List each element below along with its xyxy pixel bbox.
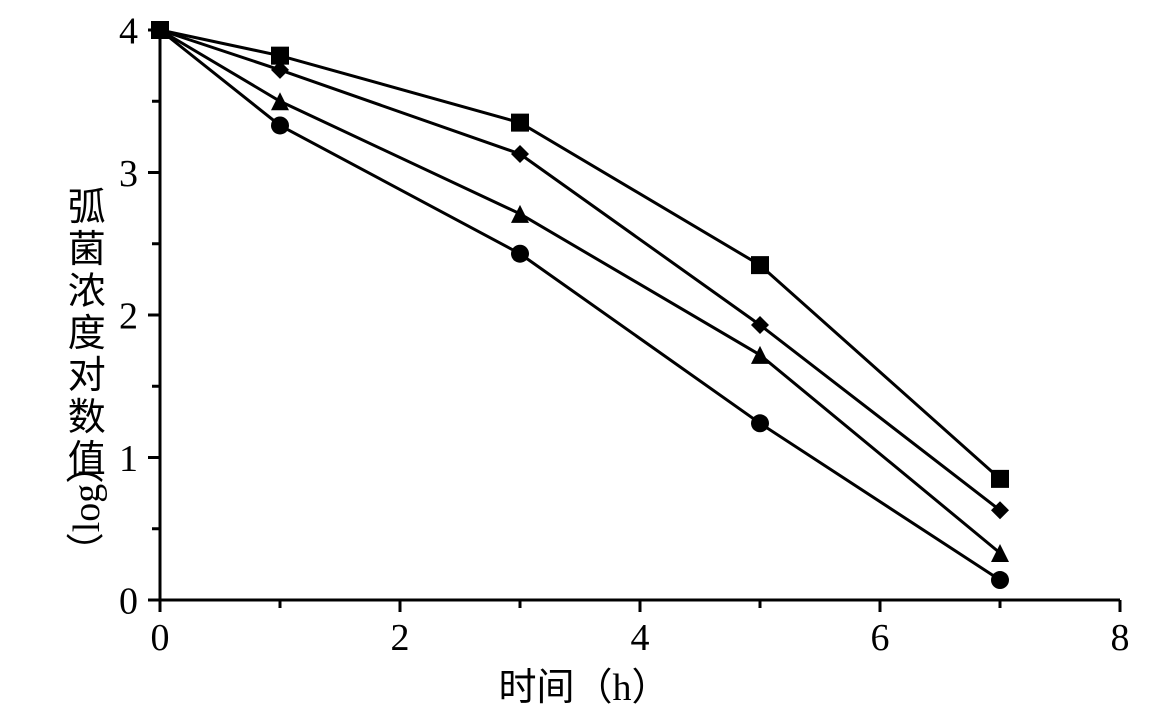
x-axis-label-text: 时间（h） [498,667,669,709]
y-axis-label-cn: 弧菌浓度对数值 [61,186,103,480]
svg-text:8: 8 [1111,617,1130,659]
svg-text:0: 0 [119,580,138,622]
y-axis-label-latin: （log） [55,445,110,570]
svg-text:4: 4 [631,617,650,659]
y-axis-label: 弧菌浓度对数值（log） [20,186,145,535]
chart-svg: 0246801234 [0,0,1168,721]
svg-text:0: 0 [151,617,170,659]
x-axis-label: 时间（h） [498,656,669,711]
chart-container: 0246801234 弧菌浓度对数值（log） 时间（h） [0,0,1168,721]
svg-text:4: 4 [119,10,138,52]
svg-text:2: 2 [391,617,410,659]
svg-text:6: 6 [871,617,890,659]
